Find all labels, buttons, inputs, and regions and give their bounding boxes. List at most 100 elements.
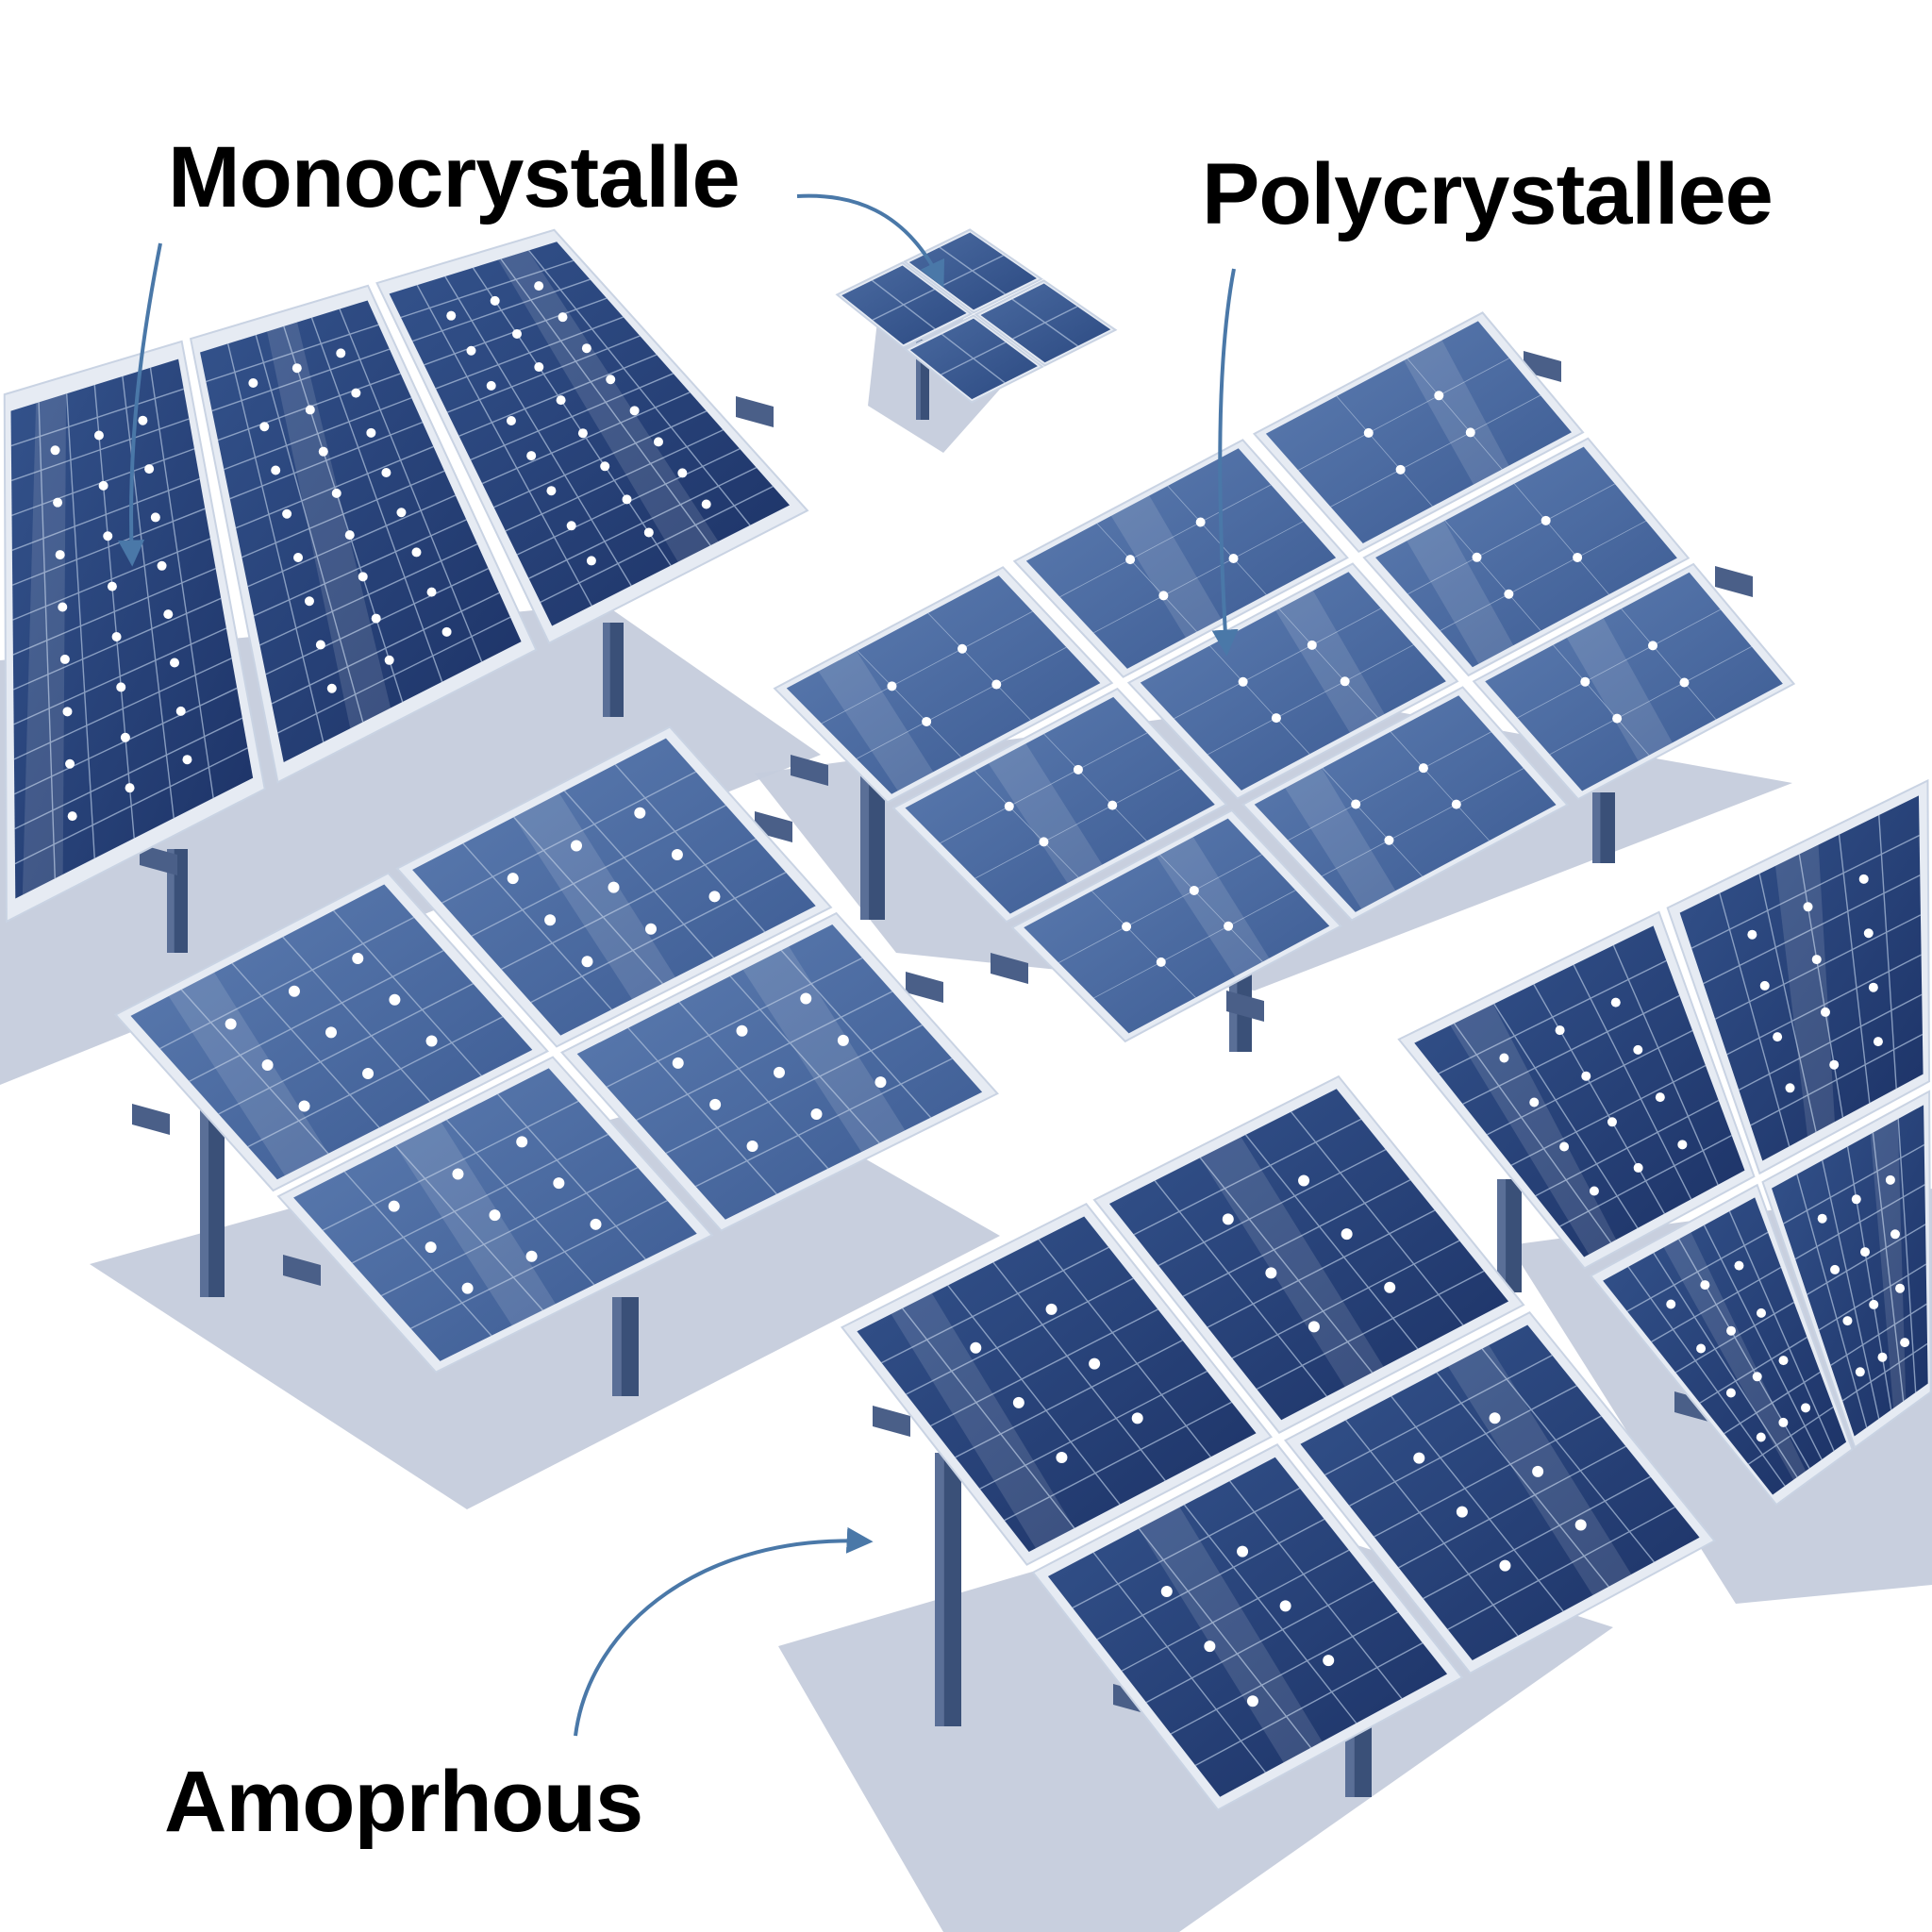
cell-surface (1485, 572, 1783, 791)
cell-junction-dot (1012, 1396, 1024, 1408)
cell-junction-dot (671, 849, 683, 861)
cell-junction-dot (1700, 1280, 1710, 1291)
cell-junction-dot (525, 1250, 538, 1262)
cell-junction-dot (331, 488, 341, 498)
cell-junction-dot (701, 499, 711, 509)
cell-junction-dot (1803, 902, 1813, 912)
cell-junction-dot (874, 1076, 887, 1089)
cell-surface (857, 1216, 1257, 1553)
cell-junction-dot (1195, 517, 1206, 527)
support-beam (991, 953, 1028, 984)
cell-junction-dot (170, 658, 180, 668)
cell-junction-dot (672, 1057, 684, 1069)
solar-module (773, 566, 1114, 804)
cell-junction-dot (1341, 1228, 1353, 1241)
cell-junction-dot (288, 985, 300, 997)
cell-junction-dot (1679, 677, 1690, 688)
cell-junction-dot (1811, 955, 1822, 965)
cell-junction-dot (1541, 515, 1551, 525)
cell-junction-dot (1734, 1260, 1744, 1271)
cell-junction-dot (388, 1200, 400, 1212)
pointer-arrows (118, 193, 1239, 1737)
cell-surface (1772, 1105, 1928, 1437)
cell-junction-dot (1855, 1367, 1865, 1377)
cell-junction-dot (98, 480, 108, 491)
cell-junction-dot (1589, 1186, 1599, 1196)
support-beam (791, 755, 828, 786)
cell-junction-dot (62, 707, 73, 717)
cell-junction-dot (50, 445, 60, 456)
cell-junction-dot (120, 732, 130, 742)
cell-junction-dot (511, 328, 522, 339)
cell-junction-dot (1873, 1037, 1883, 1047)
cell-junction-dot (1056, 1452, 1068, 1464)
cell-junction-dot (622, 494, 632, 505)
cell-junction-dot (544, 914, 557, 926)
cell-junction-dot (606, 375, 616, 385)
cell-junction-dot (558, 312, 568, 323)
cell-junction-dot (1089, 1357, 1101, 1370)
cell-junction-dot (362, 1067, 375, 1079)
cell-junction-dot (1778, 1356, 1789, 1366)
cell-junction-dot (1222, 1213, 1234, 1225)
cell-junction-dot (1265, 1267, 1277, 1279)
cell-junction-dot (466, 345, 476, 356)
cell-junction-dot (516, 1136, 528, 1148)
cell-junction-dot (629, 406, 640, 416)
cell-junction-dot (586, 556, 596, 566)
cell-junction-dot (411, 547, 422, 558)
cell-junction-dot (1122, 922, 1132, 932)
cell-junction-dot (581, 956, 593, 968)
cell-junction-dot (1759, 980, 1770, 991)
cell-junction-dot (67, 811, 77, 822)
cell-junction-dot (1817, 1213, 1827, 1224)
cell-junction-dot (157, 560, 167, 571)
cell-junction-dot (315, 640, 325, 650)
cell-junction-dot (371, 613, 381, 624)
cell-junction-dot (1307, 640, 1317, 650)
cell-junction-dot (1298, 1174, 1310, 1187)
cell-junction-dot (396, 508, 407, 518)
cell-junction-dot (384, 655, 394, 665)
cell-junction-dot (261, 1058, 274, 1071)
cell-junction-dot (366, 427, 376, 438)
cell-junction-dot (644, 923, 657, 935)
cell-junction-dot (490, 295, 500, 306)
cell-junction-dot (259, 422, 270, 432)
solar-module (1031, 1443, 1464, 1811)
cell-junction-dot (526, 451, 537, 461)
cell-junction-dot (600, 461, 610, 472)
cell-surface (786, 575, 1101, 794)
solar-module (1362, 437, 1690, 677)
cell-junction-dot (534, 281, 544, 291)
cell-junction-dot (325, 1026, 337, 1039)
cell-surface (1679, 795, 1924, 1161)
cell-junction-dot (53, 497, 63, 508)
cell-junction-dot (1581, 1071, 1591, 1081)
cell-junction-dot (489, 1209, 501, 1222)
cell-surface (200, 300, 522, 763)
cell-junction-dot (111, 632, 122, 642)
cell-surface (1140, 572, 1446, 791)
cell-junction-dot (1504, 589, 1514, 599)
cell-junction-dot (1890, 1229, 1900, 1240)
cell-junction-dot (1045, 1303, 1058, 1315)
cell-junction-dot (1559, 1141, 1570, 1152)
cell-junction-dot (634, 807, 646, 819)
curved-arrow-icon (118, 242, 162, 567)
cell-junction-dot (446, 310, 457, 321)
support-beam (736, 396, 774, 427)
cell-junction-dot (1895, 1283, 1906, 1293)
cell-junction-dot (1529, 1097, 1540, 1108)
cell-junction-dot (1189, 885, 1199, 895)
cell-junction-dot (305, 405, 315, 415)
cell-junction-dot (1555, 1025, 1565, 1036)
cell-junction-dot (643, 527, 654, 538)
solar-module (974, 279, 1118, 367)
cell-junction-dot (1851, 1194, 1861, 1205)
label-monocrystalline: Monocrystalle (168, 129, 741, 225)
solar-module (1666, 778, 1931, 1175)
cell-junction-dot (58, 602, 68, 612)
cell-junction-dot (922, 716, 932, 726)
